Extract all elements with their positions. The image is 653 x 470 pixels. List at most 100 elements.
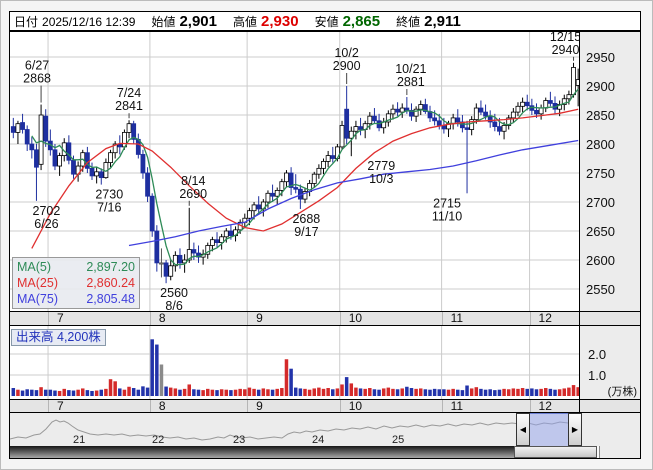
high-group: 高値 2,930 bbox=[233, 13, 299, 30]
price-axis-label: 2550 bbox=[586, 282, 615, 297]
month-label: 10 bbox=[348, 311, 363, 325]
low-value: 2,865 bbox=[342, 12, 381, 30]
month-label: 7 bbox=[57, 399, 64, 413]
svg-text:2688: 2688 bbox=[292, 212, 320, 226]
month-tick bbox=[339, 400, 341, 412]
range-selection[interactable] bbox=[530, 413, 568, 446]
volume-unit-label: (万株) bbox=[607, 386, 637, 398]
month-label: 9 bbox=[256, 399, 263, 413]
left-arrow-icon: ◀ bbox=[519, 425, 527, 434]
svg-text:10/21: 10/21 bbox=[395, 62, 426, 76]
scrollbar-thumb[interactable] bbox=[514, 446, 597, 458]
month-label: 11 bbox=[450, 399, 464, 413]
date-label: 日付 bbox=[14, 14, 39, 29]
svg-text:8/14: 8/14 bbox=[181, 174, 205, 188]
volume-axis: (万株) 2.0 1.0 bbox=[579, 326, 640, 399]
year-label: 25 bbox=[392, 434, 405, 446]
scrollbar-track[interactable] bbox=[10, 446, 600, 458]
svg-text:2560: 2560 bbox=[160, 286, 188, 300]
price-axis-label: 2700 bbox=[586, 195, 615, 210]
month-tick bbox=[529, 312, 531, 325]
overview-wave bbox=[10, 419, 583, 441]
date-group: 日付 2025/12/16 12:39 bbox=[14, 13, 135, 30]
svg-text:7/16: 7/16 bbox=[97, 201, 121, 215]
month-label: 7 bbox=[57, 311, 64, 325]
ma75-label: MA(75) bbox=[17, 292, 58, 306]
month-tick bbox=[339, 312, 341, 325]
svg-text:2868: 2868 bbox=[23, 72, 51, 86]
volume-legend-value: 4,200株 bbox=[57, 330, 101, 344]
svg-text:7/24: 7/24 bbox=[117, 86, 141, 100]
year-label: 21 bbox=[73, 434, 86, 446]
ma5-line bbox=[31, 88, 579, 266]
ma75-row: MA(75) 2,805.48 bbox=[17, 291, 135, 307]
price-axis-label: 2600 bbox=[586, 253, 615, 268]
price-axis-label: 2850 bbox=[586, 108, 615, 123]
month-label: 10 bbox=[348, 399, 363, 413]
month-label: 8 bbox=[158, 311, 166, 325]
month-tick bbox=[149, 400, 151, 412]
svg-text:8/6: 8/6 bbox=[165, 299, 182, 311]
price-chart-area: 6/27 2868 7/24 2841 8/14 2690 10/2 2900 10/21 288… bbox=[9, 30, 641, 313]
ma-legend: MA(5) 2,897.20 MA(25) 2,860.24 MA(75) 2,… bbox=[12, 257, 140, 309]
month-axis-top: 7 8 9 10 11 12 bbox=[9, 312, 641, 326]
ma5-value: 2,897.20 bbox=[86, 260, 135, 274]
volume-chart-area: (万株) 2.0 1.0 出来高 4,200株 bbox=[9, 326, 641, 400]
ma25-label: MA(25) bbox=[17, 276, 58, 290]
svg-text:2715: 2715 bbox=[433, 196, 461, 210]
axis-divider bbox=[579, 312, 580, 325]
ma75-value: 2,805.48 bbox=[86, 292, 135, 306]
month-tick bbox=[48, 400, 50, 412]
open-value: 2,901 bbox=[179, 12, 217, 30]
svg-text:9/17: 9/17 bbox=[294, 225, 318, 239]
axis-divider bbox=[579, 400, 580, 412]
close-value: 2,911 bbox=[424, 12, 461, 30]
low-label: 安値 bbox=[314, 14, 339, 29]
month-tick bbox=[247, 312, 249, 325]
month-label: 11 bbox=[450, 311, 464, 325]
volume-legend: 出来高 4,200株 bbox=[11, 329, 106, 346]
range-right-button[interactable]: ▶ bbox=[568, 413, 582, 446]
svg-text:2881: 2881 bbox=[397, 75, 425, 89]
range-left-button[interactable]: ◀ bbox=[516, 413, 530, 446]
month-tick bbox=[149, 312, 151, 325]
month-label: 12 bbox=[538, 399, 552, 413]
open-label: 始値 bbox=[151, 14, 176, 29]
open-group: 始値 2,901 bbox=[151, 13, 217, 30]
ma75-line bbox=[128, 139, 579, 247]
svg-text:10/3: 10/3 bbox=[369, 172, 393, 186]
year-label: 23 bbox=[233, 434, 246, 446]
scrollbar-fill bbox=[10, 446, 514, 458]
svg-text:2940: 2940 bbox=[552, 43, 579, 57]
month-tick bbox=[441, 400, 443, 412]
svg-text:2841: 2841 bbox=[115, 99, 143, 113]
right-arrow-icon: ▶ bbox=[571, 425, 579, 434]
svg-text:10/2: 10/2 bbox=[334, 46, 358, 60]
month-tick bbox=[529, 400, 531, 412]
svg-text:12/15: 12/15 bbox=[550, 32, 579, 44]
quote-info-bar: 日付 2025/12/16 12:39 始値 2,901 高値 2,930 安値… bbox=[9, 11, 641, 31]
svg-text:11/10: 11/10 bbox=[432, 209, 462, 223]
svg-text:2900: 2900 bbox=[333, 59, 361, 73]
month-label: 12 bbox=[538, 311, 552, 325]
month-tick bbox=[48, 312, 50, 325]
volume-axis-label: 2.0 bbox=[588, 347, 607, 362]
volume-legend-label: 出来高 bbox=[16, 330, 54, 344]
svg-text:2730: 2730 bbox=[95, 188, 123, 202]
close-group: 終値 2,911 bbox=[396, 13, 461, 30]
price-axis: 2950 2900 2850 2800 2750 2700 2650 2600 2550 bbox=[579, 32, 640, 311]
ma5-row: MA(5) 2,897.20 bbox=[17, 259, 135, 275]
year-label: 22 bbox=[152, 434, 165, 446]
